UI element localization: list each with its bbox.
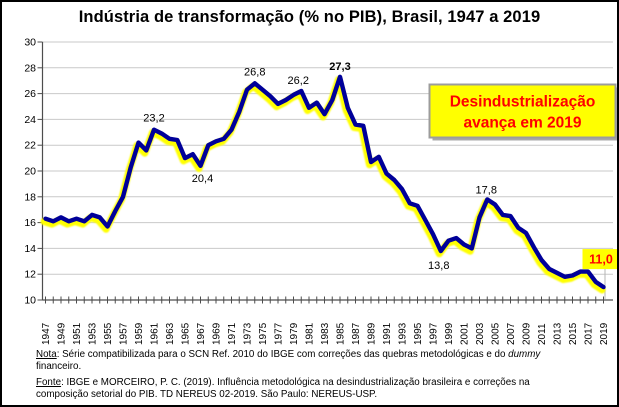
- x-tick-label: 2001: [460, 322, 471, 345]
- nota-text-1: : Série compatibilizada para o SCN Ref. …: [56, 349, 509, 360]
- x-tick-label: 2009: [522, 322, 533, 345]
- y-tick-label: 28: [24, 62, 36, 74]
- nota-italic-term: dummy: [508, 349, 541, 360]
- x-tick-label: 1975: [258, 322, 269, 345]
- x-tick-label: 2011: [537, 323, 548, 345]
- nota-paragraph: Nota: Série compatibilizada para o SCN R…: [36, 349, 614, 373]
- x-tick-label: 1987: [351, 322, 362, 345]
- x-tick-label: 1983: [320, 322, 331, 345]
- point-label: 20,4: [192, 173, 213, 185]
- y-tick-label: 12: [24, 269, 36, 281]
- y-tick-label: 30: [24, 37, 36, 49]
- callout-box: [428, 83, 617, 139]
- point-label: 17,8: [476, 184, 497, 196]
- x-tick-label: 1967: [196, 322, 207, 345]
- x-tick-label: 1977: [274, 322, 285, 345]
- x-tick-label: 2017: [584, 322, 595, 345]
- x-tick-label: 2015: [568, 322, 579, 345]
- fonte-paragraph: Fonte: IBGE e MORCEIRO, P. C. (2019). In…: [36, 377, 614, 401]
- point-label: 13,8: [428, 260, 449, 272]
- fonte-text-2: composição setorial do PIB. TD NEREUS 02…: [36, 389, 378, 400]
- endpoint-label-box: 11,0: [582, 249, 617, 270]
- nota-text-2: financeiro.: [36, 361, 82, 372]
- y-tick-label: 18: [24, 191, 36, 203]
- x-tick-label: 1981: [305, 322, 316, 345]
- x-tick-label: 1969: [212, 322, 223, 345]
- x-tick-label: 1985: [336, 322, 347, 345]
- deindustrialization-callout: Desindustrialização avança em 2019: [428, 83, 617, 141]
- x-tick-label: 1947: [41, 322, 52, 345]
- series-line: [43, 74, 606, 290]
- fonte-label: Fonte: [36, 377, 62, 388]
- axes: 30 28 26 24 22 20 18 16 14 12 10 1947 1949 1951 1953 19…: [24, 37, 613, 345]
- x-tick-label: 2007: [506, 322, 517, 345]
- point-label: 27,3: [329, 61, 350, 73]
- x-tick-label: 1971: [227, 322, 238, 345]
- x-tick-label: 1997: [429, 322, 440, 345]
- x-tick-label: 2003: [475, 322, 486, 345]
- x-tick-label: 1961: [150, 322, 161, 345]
- chart-title: Indústria de transformação (% no PIB), B…: [78, 8, 541, 26]
- y-tick-label: 22: [24, 140, 36, 152]
- callout-line1: Desindustrialização: [450, 94, 596, 111]
- endpoint-label-text: 11,0: [589, 253, 613, 267]
- y-tick-label: 14: [24, 243, 36, 255]
- y-tick-label: 26: [24, 88, 36, 100]
- nota-label: Nota: [36, 349, 57, 360]
- x-tick-label: 1993: [398, 322, 409, 345]
- point-label: 26,2: [288, 75, 309, 87]
- point-label: 23,2: [143, 113, 164, 125]
- y-tick-label: 10: [24, 295, 36, 307]
- x-tick-label: 1995: [413, 322, 424, 345]
- endpoint-label-bg: [582, 249, 617, 270]
- x-tick-label: 1979: [289, 322, 300, 345]
- point-labels: 23,2 20,4 26,8 26,2 27,3 13,8 17,8 11,0: [143, 61, 617, 272]
- footnotes: Nota: Série compatibilizada para o SCN R…: [36, 349, 614, 405]
- x-tick-label: 1991: [382, 322, 393, 345]
- y-tick-label: 16: [24, 217, 36, 229]
- x-tick-label: 1949: [57, 322, 68, 345]
- x-tick-label: 1959: [134, 322, 145, 345]
- x-tick-label: 2019: [599, 322, 610, 345]
- x-tick-label: 2005: [491, 322, 502, 345]
- fonte-text-1: : IBGE e MORCEIRO, P. C. (2019). Influên…: [61, 377, 530, 388]
- y-tick-label: 20: [24, 166, 36, 178]
- x-tick-label: 1965: [181, 322, 192, 345]
- x-tick-label: 1963: [165, 322, 176, 345]
- point-label: 26,8: [244, 66, 265, 78]
- x-tick-label: 1989: [367, 322, 378, 345]
- x-tick-label: 1957: [119, 322, 130, 345]
- chart-canvas: 30 28 26 24 22 20 18 16 14 12 10 1947 1949 1951 1953 19…: [24, 37, 617, 345]
- x-tick-label: 1951: [72, 322, 83, 345]
- x-tick-label: 2013: [553, 322, 564, 345]
- x-tick-label: 1953: [88, 322, 99, 345]
- x-tick-label: 1999: [444, 322, 455, 345]
- x-tick-label: 1955: [103, 322, 114, 345]
- y-tick-label: 24: [24, 114, 36, 126]
- x-tick-label: 1973: [243, 322, 254, 345]
- callout-line2: avança em 2019: [463, 115, 581, 132]
